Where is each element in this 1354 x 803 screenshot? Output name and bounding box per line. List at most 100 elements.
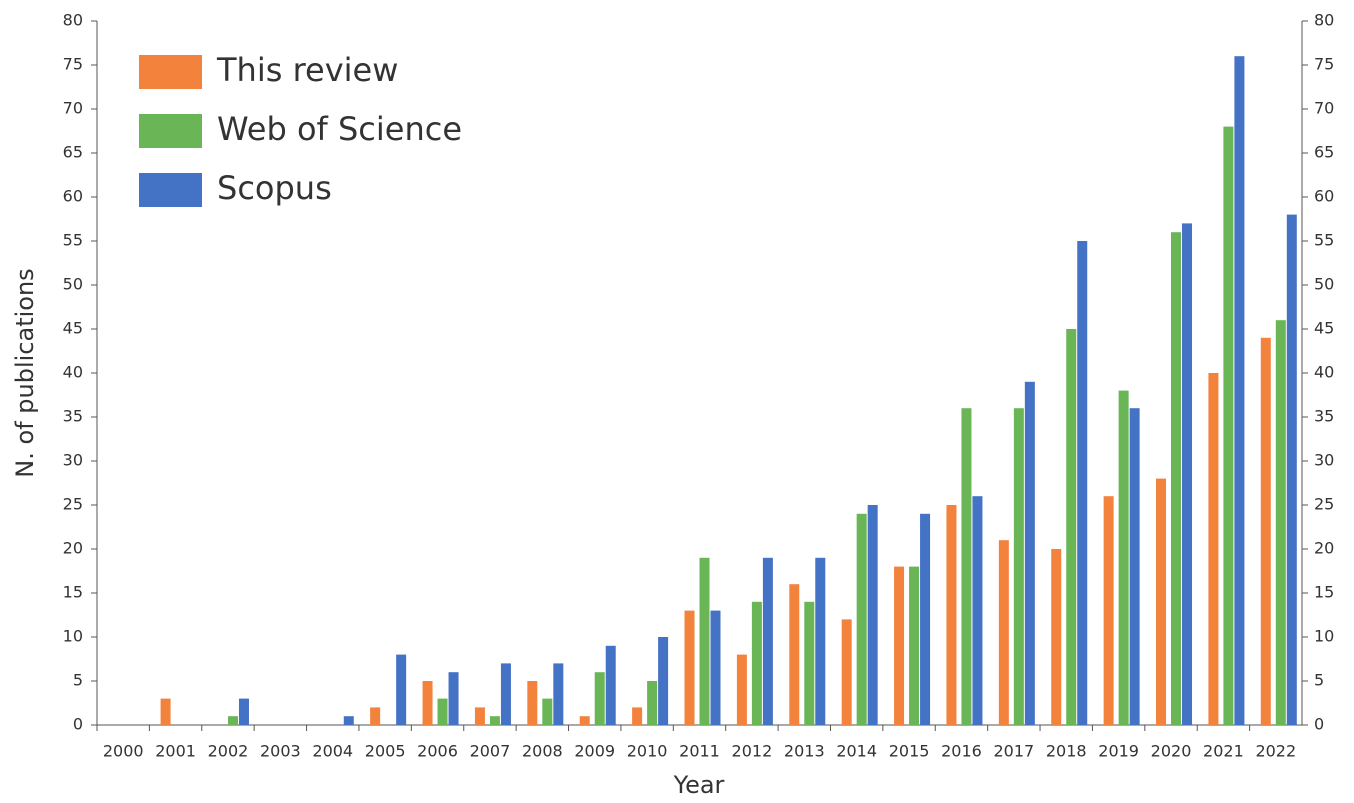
- y-tick-label: 30: [63, 451, 83, 470]
- bar: [500, 663, 511, 725]
- y2-tick-label: 35: [1314, 407, 1334, 426]
- y2-tick-label: 5: [1314, 671, 1324, 690]
- x-tick-label: 2012: [732, 742, 773, 761]
- bar: [605, 645, 616, 725]
- x-tick-label: 2010: [627, 742, 668, 761]
- x-tick-label: 2019: [1098, 742, 1139, 761]
- bar: [542, 698, 553, 725]
- bar: [1275, 320, 1286, 725]
- y2-tick-label: 55: [1314, 231, 1334, 250]
- bar: [1129, 408, 1140, 725]
- x-tick-label: 2020: [1151, 742, 1192, 761]
- y-tick-label: 80: [63, 11, 83, 30]
- legend-label: This review: [216, 51, 398, 89]
- x-tick-label: 2003: [260, 742, 301, 761]
- bar: [474, 707, 485, 725]
- y-tick-label: 10: [63, 627, 83, 646]
- bar: [920, 513, 931, 725]
- y-tick-label: 15: [63, 583, 83, 602]
- x-tick-label: 2004: [312, 742, 353, 761]
- bar: [946, 505, 957, 725]
- y-tick-label: 55: [63, 231, 83, 250]
- x-tick-label: 2001: [155, 742, 196, 761]
- x-tick-label: 2016: [941, 742, 982, 761]
- bar: [710, 610, 721, 725]
- y-tick-label: 60: [63, 187, 83, 206]
- y2-tick-label: 80: [1314, 11, 1334, 30]
- y-tick-label: 5: [73, 671, 83, 690]
- y2-tick-label: 30: [1314, 451, 1334, 470]
- y2-tick-label: 70: [1314, 99, 1334, 118]
- y2-tick-label: 0: [1314, 715, 1324, 734]
- x-tick-label: 2009: [574, 742, 615, 761]
- bar: [1118, 390, 1129, 725]
- y-tick-label: 25: [63, 495, 83, 514]
- y-tick-label: 65: [63, 143, 83, 162]
- bar: [238, 698, 249, 725]
- y-tick-label: 75: [63, 55, 83, 74]
- bar: [1171, 232, 1182, 725]
- bar: [815, 557, 826, 725]
- bar: [422, 681, 433, 725]
- legend-swatch: [139, 55, 202, 89]
- bar: [647, 681, 658, 725]
- bar: [867, 505, 878, 725]
- bar: [1077, 241, 1088, 725]
- y-tick-label: 0: [73, 715, 83, 734]
- x-tick-label: 2011: [679, 742, 720, 761]
- bar: [1182, 223, 1193, 725]
- bar: [684, 610, 695, 725]
- x-tick-label: 2000: [103, 742, 144, 761]
- y2-tick-label: 15: [1314, 583, 1334, 602]
- bar: [396, 654, 407, 725]
- bar: [1223, 126, 1234, 726]
- y-tick-label: 45: [63, 319, 83, 338]
- bar: [804, 601, 815, 725]
- bar: [751, 601, 762, 725]
- bar: [1013, 408, 1024, 725]
- x-tick-label: 2017: [993, 742, 1034, 761]
- bar: [998, 540, 1009, 725]
- y2-tick-label: 50: [1314, 275, 1334, 294]
- x-axis-title: Year: [673, 771, 725, 799]
- bar: [699, 557, 710, 725]
- y2-tick-label: 45: [1314, 319, 1334, 338]
- y-tick-label: 35: [63, 407, 83, 426]
- legend-swatch: [139, 173, 202, 207]
- y-axis-title: N. of publications: [11, 268, 39, 477]
- bar: [1208, 373, 1219, 725]
- bar: [961, 408, 972, 725]
- x-tick-label: 2015: [889, 742, 930, 761]
- x-tick-label: 2002: [208, 742, 249, 761]
- bar: [894, 566, 905, 725]
- bar: [1286, 214, 1297, 725]
- bar: [658, 637, 669, 725]
- bar: [736, 654, 747, 725]
- y-tick-label: 50: [63, 275, 83, 294]
- bar: [972, 496, 983, 725]
- bar: [553, 663, 564, 725]
- x-tick-label: 2021: [1203, 742, 1244, 761]
- bar: [437, 698, 448, 725]
- bar: [762, 557, 773, 725]
- legend-label: Scopus: [217, 169, 332, 207]
- bar: [1066, 329, 1077, 725]
- legend-swatch: [139, 114, 202, 148]
- y2-tick-label: 10: [1314, 627, 1334, 646]
- x-tick-label: 2006: [417, 742, 458, 761]
- bar: [448, 672, 459, 725]
- bar: [789, 584, 800, 725]
- x-tick-label: 2018: [1046, 742, 1087, 761]
- y2-tick-label: 20: [1314, 539, 1334, 558]
- bar: [1024, 381, 1035, 725]
- x-tick-label: 2022: [1255, 742, 1296, 761]
- x-tick-label: 2014: [836, 742, 877, 761]
- x-tick-label: 2008: [522, 742, 563, 761]
- y2-tick-label: 65: [1314, 143, 1334, 162]
- bar: [227, 716, 238, 725]
- bar: [1051, 549, 1062, 725]
- y-tick-label: 20: [63, 539, 83, 558]
- bar: [489, 716, 500, 725]
- bar: [1234, 56, 1245, 725]
